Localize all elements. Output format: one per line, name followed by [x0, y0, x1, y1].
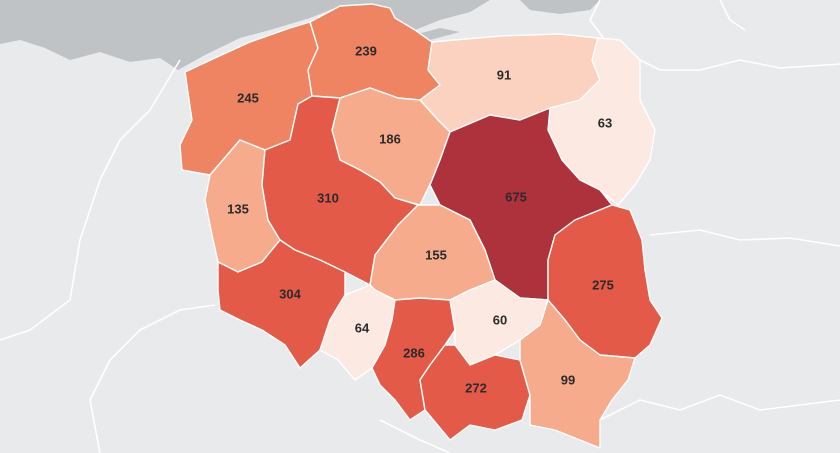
region-label-lubuskie: 135 [227, 201, 249, 216]
region-label-podlaskie: 63 [598, 115, 612, 130]
region-label-pomorskie: 239 [355, 43, 377, 58]
sea-north-right [520, 0, 600, 14]
border-line [0, 59, 181, 341]
region-label-warminsko-mazurskie: 91 [497, 67, 511, 82]
region-label-lubelskie: 275 [592, 277, 614, 292]
region-malopolskie[interactable] [419, 344, 531, 441]
border-line [379, 419, 451, 453]
region-label-swietokrzyskie: 60 [493, 312, 507, 327]
border-line [599, 394, 840, 421]
region-label-malopolskie: 272 [465, 380, 487, 395]
region-label-podkarpackie: 99 [561, 372, 575, 387]
region-label-slaskie: 286 [403, 345, 425, 360]
region-label-opolskie: 64 [355, 320, 370, 335]
region-podkarpackie[interactable] [519, 299, 636, 449]
region-label-wielkopolskie: 310 [317, 190, 339, 205]
region-label-dolnoslaskie: 304 [279, 286, 301, 301]
border-line [719, 0, 746, 31]
border-line [589, 0, 840, 71]
region-label-kujawsko-pomorskie: 186 [379, 131, 401, 146]
baltic-sea [0, 0, 490, 70]
border-line [649, 229, 840, 247]
region-label-zachodniopomorskie: 245 [237, 90, 259, 105]
border-line [89, 304, 216, 453]
region-label-lodzkie: 155 [425, 247, 447, 262]
region-label-mazowieckie: 675 [505, 189, 527, 204]
